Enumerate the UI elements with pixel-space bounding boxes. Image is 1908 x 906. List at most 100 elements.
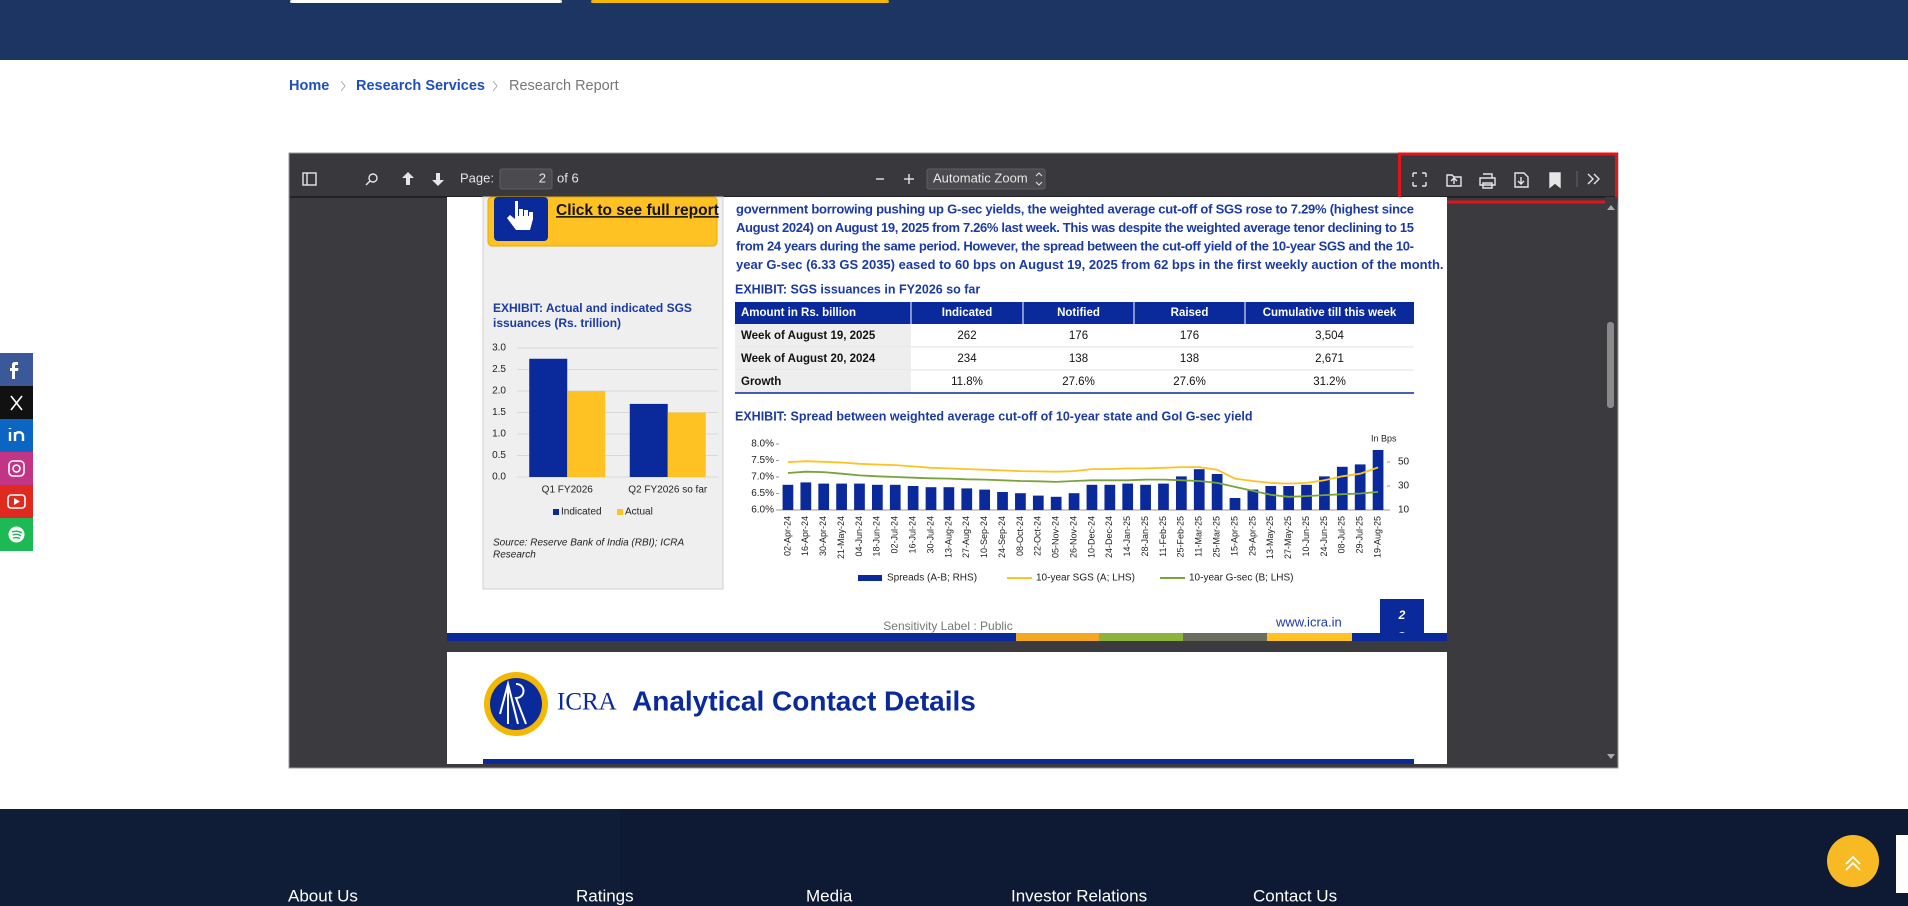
x-tick-label: Q1 FY2026	[542, 485, 594, 496]
spread-bar	[1086, 484, 1098, 510]
legend-label: Spreads (A-B; RHS)	[887, 573, 977, 584]
table-row-label-bg	[735, 370, 911, 393]
table-cell: 138	[1180, 353, 1199, 365]
breadcrumb-current: Research Report	[509, 78, 619, 94]
spread-bar	[1122, 483, 1134, 510]
table-header-cell: Raised	[1171, 307, 1209, 319]
x-tick-label: 16-Apr-24	[800, 516, 810, 556]
breadcrumb-link[interactable]: Home	[289, 78, 329, 94]
tools-menu[interactable]	[1587, 173, 1600, 185]
scroll-top-button[interactable]	[1827, 835, 1879, 887]
youtube-play	[14, 498, 20, 505]
find-button[interactable]	[368, 173, 378, 183]
x-tick-label: 02-Apr-24	[782, 516, 792, 556]
table-row-label-bg	[735, 347, 911, 370]
table-cell: 262	[957, 330, 976, 342]
x-tick-label: 15-Apr-25	[1229, 516, 1239, 556]
table-row-label-bg	[735, 324, 911, 347]
spread-bar	[1247, 489, 1259, 510]
y-tick-label: 6.5%	[751, 488, 774, 499]
table-header-cell: Indicated	[942, 307, 992, 319]
x-tick-label: 30-Jul-24	[925, 516, 935, 554]
scrollbar-track	[1605, 197, 1617, 767]
yield-line	[787, 460, 1379, 485]
icra-logo-text: ICRA	[557, 689, 617, 716]
sidebar-toggle[interactable]	[302, 172, 317, 186]
download[interactable]	[1514, 172, 1529, 188]
doc-page-number: 2	[1398, 608, 1406, 622]
x-tick-label: 24-Jun-25	[1319, 516, 1329, 557]
table-cell: Growth	[741, 376, 781, 388]
spotify-waves	[11, 530, 23, 540]
page-footer-bar	[447, 633, 1447, 641]
table-header-cell: Cumulative till this week	[1263, 307, 1397, 319]
x-tick-label: 11-Mar-25	[1194, 516, 1204, 557]
exhibit-title: EXHIBIT: Spread between weighted average…	[735, 409, 1253, 423]
page-footer-segment	[1016, 633, 1099, 641]
footer-link[interactable]: Ratings	[576, 886, 634, 905]
spread-bar	[800, 482, 812, 510]
next-page[interactable]	[432, 173, 444, 186]
linkedin-icon	[8, 428, 25, 441]
y-tick-label: 7.0%	[751, 472, 774, 483]
scrollbar-thumb[interactable]	[1607, 322, 1614, 408]
edge-widget[interactable]	[1896, 835, 1908, 893]
spread-bar	[943, 487, 955, 510]
zoom-select[interactable]	[926, 168, 1046, 190]
open-file[interactable]	[1446, 174, 1462, 187]
hand-icon	[507, 201, 533, 230]
full-report-label[interactable]: Click to see full report	[556, 202, 719, 219]
facebook-icon	[10, 362, 19, 379]
y-tick-label: 3.0	[492, 343, 506, 354]
table-cell: Week of August 20, 2024	[741, 353, 876, 365]
instagram-button[interactable]	[0, 452, 33, 485]
page-label: Page:	[460, 170, 494, 185]
spread-bar	[1050, 496, 1062, 510]
spread-bar	[782, 484, 794, 510]
search-box[interactable]	[290, 0, 562, 3]
spread-bar	[1158, 483, 1169, 510]
spread-bar	[871, 484, 883, 510]
spread-bar	[1301, 484, 1312, 510]
previous-page[interactable]	[402, 172, 414, 185]
bookmark[interactable]	[1549, 172, 1561, 189]
x-tick-label: 10-Sep-24	[979, 516, 989, 558]
x-tick-label: 08-Jul-25	[1337, 516, 1347, 554]
bar	[529, 358, 568, 477]
x-tick-label: 11-Feb-25	[1158, 516, 1168, 557]
zoom-arrows	[1035, 172, 1043, 186]
header-button[interactable]	[591, 0, 889, 3]
spread-bar	[836, 483, 847, 510]
footer-link[interactable]: About Us	[288, 886, 358, 905]
y-tick-label: 1.0	[492, 429, 506, 440]
spread-bar	[1229, 498, 1241, 510]
x-tick-label: 29-Jul-25	[1355, 516, 1365, 554]
footer-link[interactable]: Contact Us	[1253, 886, 1337, 905]
x-tick-label: 16-Jul-24	[907, 516, 917, 554]
table-header-cell: Notified	[1057, 307, 1100, 319]
y-tick-label: 7.5%	[751, 455, 774, 466]
linkedin-button[interactable]	[0, 419, 33, 452]
print[interactable]	[1479, 173, 1496, 189]
footer-link[interactable]: Media	[806, 886, 853, 905]
x-tick-label: 26-Nov-24	[1068, 516, 1078, 558]
spread-bar	[1032, 495, 1044, 510]
breadcrumb-link[interactable]: Research Services	[356, 78, 485, 94]
footer-link[interactable]: Investor Relations	[1011, 886, 1147, 905]
x-tick-label: 30-Apr-24	[818, 516, 828, 556]
yield-line	[787, 470, 1379, 498]
x-tick-label: 25-Mar-25	[1211, 516, 1221, 558]
table-cell: 11.8%	[951, 376, 983, 388]
presentation-mode[interactable]	[1412, 172, 1427, 187]
spread-bar	[1283, 486, 1295, 510]
social-bar	[0, 353, 33, 551]
website: www.icra.in	[1275, 614, 1342, 629]
y-tick-label: 0.5	[492, 450, 506, 461]
bar	[667, 412, 706, 477]
page-number: 2	[539, 170, 546, 185]
youtube-icon	[7, 494, 26, 509]
page-count: of 6	[557, 170, 579, 185]
page-input[interactable]	[499, 168, 553, 190]
exhibit-title: EXHIBIT: SGS issuances in FY2026 so far	[735, 282, 980, 296]
